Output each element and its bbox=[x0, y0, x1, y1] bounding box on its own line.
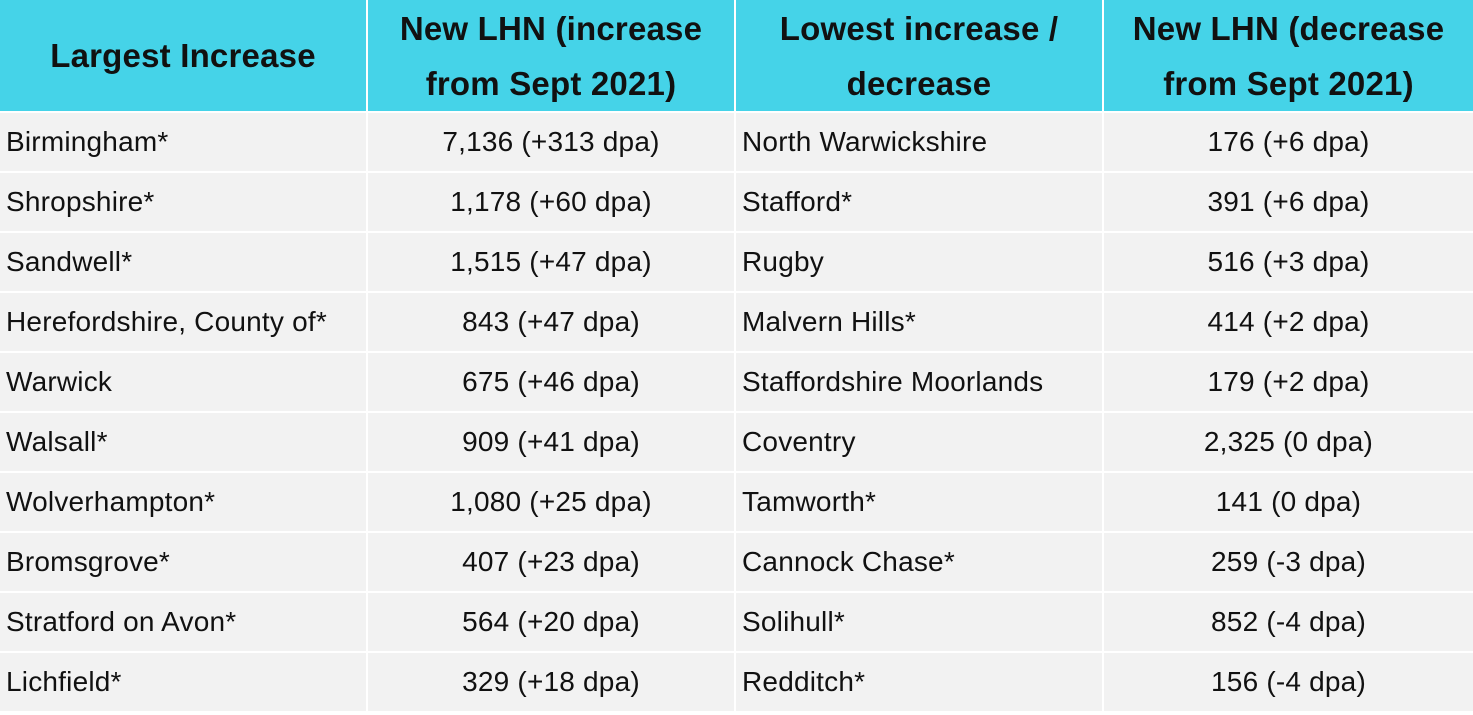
table-cell-lhn: 843 (+47 dpa) bbox=[368, 293, 736, 353]
table-cell-area: North Warwickshire bbox=[736, 113, 1104, 173]
table-cell-area: Coventry bbox=[736, 413, 1104, 473]
table-cell-lhn: 259 (-3 dpa) bbox=[1104, 533, 1473, 593]
table-cell-lhn: 391 (+6 dpa) bbox=[1104, 173, 1473, 233]
table-cell-lhn: 414 (+2 dpa) bbox=[1104, 293, 1473, 353]
table-cell-area: Redditch* bbox=[736, 653, 1104, 713]
table-cell-lhn: 1,080 (+25 dpa) bbox=[368, 473, 736, 533]
table-cell-area: Herefordshire, County of* bbox=[0, 293, 368, 353]
header-new-lhn-increase: New LHN (increase from Sept 2021) bbox=[368, 0, 736, 113]
header-lowest-increase-decrease: Lowest increase / decrease bbox=[736, 0, 1104, 113]
table-cell-area: Shropshire* bbox=[0, 173, 368, 233]
table-cell-lhn: 179 (+2 dpa) bbox=[1104, 353, 1473, 413]
table-cell-lhn: 675 (+46 dpa) bbox=[368, 353, 736, 413]
table-cell-lhn: 141 (0 dpa) bbox=[1104, 473, 1473, 533]
table-cell-area: Sandwell* bbox=[0, 233, 368, 293]
table-cell-lhn: 564 (+20 dpa) bbox=[368, 593, 736, 653]
table-cell-area: Lichfield* bbox=[0, 653, 368, 713]
table-cell-area: Cannock Chase* bbox=[736, 533, 1104, 593]
table-cell-lhn: 909 (+41 dpa) bbox=[368, 413, 736, 473]
table-cell-area: Birmingham* bbox=[0, 113, 368, 173]
table-cell-area: Stratford on Avon* bbox=[0, 593, 368, 653]
table-cell-area: Staffordshire Moorlands bbox=[736, 353, 1104, 413]
table-cell-area: Malvern Hills* bbox=[736, 293, 1104, 353]
table-cell-lhn: 7,136 (+313 dpa) bbox=[368, 113, 736, 173]
table-cell-area: Solihull* bbox=[736, 593, 1104, 653]
table-cell-lhn: 1,515 (+47 dpa) bbox=[368, 233, 736, 293]
table-cell-lhn: 852 (-4 dpa) bbox=[1104, 593, 1473, 653]
table-cell-area: Rugby bbox=[736, 233, 1104, 293]
table-cell-lhn: 2,325 (0 dpa) bbox=[1104, 413, 1473, 473]
table-cell-lhn: 1,178 (+60 dpa) bbox=[368, 173, 736, 233]
table-cell-area: Walsall* bbox=[0, 413, 368, 473]
table-cell-area: Warwick bbox=[0, 353, 368, 413]
table-cell-lhn: 516 (+3 dpa) bbox=[1104, 233, 1473, 293]
table-cell-area: Wolverhampton* bbox=[0, 473, 368, 533]
table-cell-lhn: 407 (+23 dpa) bbox=[368, 533, 736, 593]
table-cell-lhn: 329 (+18 dpa) bbox=[368, 653, 736, 713]
table-cell-area: Bromsgrove* bbox=[0, 533, 368, 593]
table-cell-area: Tamworth* bbox=[736, 473, 1104, 533]
header-new-lhn-decrease: New LHN (decrease from Sept 2021) bbox=[1104, 0, 1473, 113]
header-largest-increase: Largest Increase bbox=[0, 0, 368, 113]
table-cell-lhn: 176 (+6 dpa) bbox=[1104, 113, 1473, 173]
table-cell-lhn: 156 (-4 dpa) bbox=[1104, 653, 1473, 713]
table-cell-area: Stafford* bbox=[736, 173, 1104, 233]
